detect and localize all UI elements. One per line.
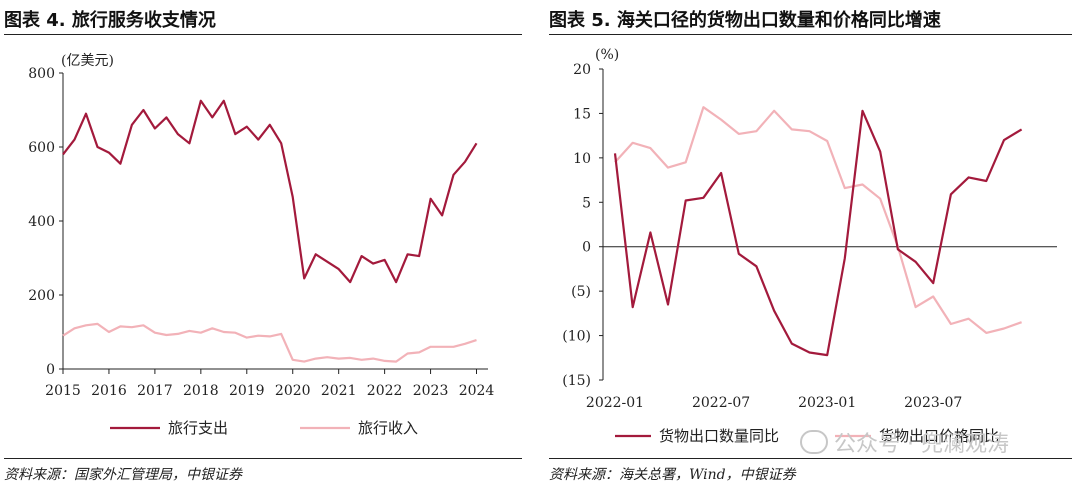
x-tick-label: 2017 — [137, 383, 173, 399]
legend-label: 旅行收入 — [358, 419, 418, 437]
y-axis-label: (%) — [595, 47, 619, 63]
y-tick-label: 400 — [28, 214, 55, 230]
left-figure: 图表 4. 旅行服务收支情况 (亿美元) 0 200 400 600 800 2015 201… — [0, 0, 530, 488]
y-axis-label: (亿美元) — [61, 53, 114, 69]
figure-title: 图表 5. 海关口径的货物出口数量和价格同比增速 — [549, 10, 941, 31]
series-line — [613, 109, 1023, 357]
x-tick-label: 2022-07 — [692, 395, 750, 411]
figure-source: 资料来源：国家外汇管理局，中银证券 — [4, 467, 242, 483]
watermark: 公众号 · 兜澜观涛 — [800, 426, 1009, 458]
y-tick-label: 10 — [573, 151, 591, 167]
figure-title: 图表 4. 旅行服务收支情况 — [4, 10, 216, 31]
x-tick-label: 2018 — [183, 383, 219, 399]
wechat-icon — [800, 430, 828, 454]
travel-balance-chart: (亿美元) 0 200 400 600 800 2015 2016 2017 2018 2019 20… — [28, 53, 495, 437]
x-tick-label: 2015 — [45, 383, 81, 399]
x-tick-label: 2016 — [91, 383, 127, 399]
source-rule — [4, 458, 522, 459]
y-tick-label: 200 — [28, 288, 55, 304]
y-tick-label: 0 — [46, 362, 55, 378]
legend-label: 货物出口价格同比 — [879, 427, 999, 445]
y-tick-label: (10) — [562, 329, 591, 345]
x-tick-label: 2023 — [413, 383, 449, 399]
source-rule — [549, 458, 1072, 459]
x-tick-label: 2023-07 — [904, 395, 962, 411]
y-tick-label: 600 — [28, 140, 55, 156]
x-tick-label: 2019 — [229, 383, 265, 399]
y-tick-label: (15) — [562, 373, 591, 389]
x-tick-label: 2022 — [367, 383, 403, 399]
y-tick-label: 20 — [573, 62, 591, 78]
x-tick-label: 2022-01 — [586, 395, 644, 411]
y-tick-label: 800 — [28, 66, 55, 82]
series-line — [614, 106, 1022, 334]
right-figure: 图表 5. 海关口径的货物出口数量和价格同比增速 (%) 20 15 10 5 0 (5)(… — [545, 0, 1080, 488]
figure-source: 资料来源：海关总署，Wind，中银证券 — [549, 467, 796, 483]
y-tick-label: 0 — [582, 240, 591, 256]
export-volume-price-chart: (%)20 15 10 5 0 (5) (10) (15) 2022-01 2022-07 2023… — [562, 47, 1057, 445]
series-line — [62, 99, 478, 284]
x-tick-label: 2024 — [459, 383, 495, 399]
y-tick-label: 15 — [573, 106, 591, 122]
legend-label: 旅行支出 — [168, 419, 228, 437]
x-tick-label: 2020 — [275, 383, 311, 399]
title-rule — [549, 34, 1072, 35]
legend-label: 货物出口数量同比 — [659, 427, 779, 445]
y-tick-label: 5 — [582, 195, 591, 211]
y-tick-label: (5) — [571, 284, 591, 300]
title-rule — [4, 34, 522, 35]
series-line — [62, 322, 477, 363]
watermark-text: 公众号 · 兜澜观涛 — [834, 432, 1009, 457]
x-tick-label: 2021 — [321, 383, 357, 399]
x-tick-label: 2023-01 — [798, 395, 856, 411]
